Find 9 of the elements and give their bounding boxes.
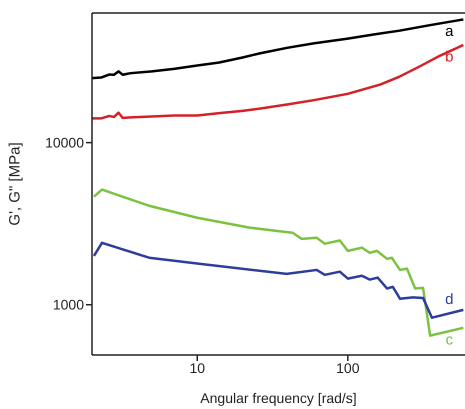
x-axis-title: Angular frequency [rad/s] (200, 390, 357, 406)
y-tick-label: 1000 (52, 296, 84, 313)
x-tick-label: 10 (189, 360, 206, 376)
series-label: c (446, 331, 454, 348)
y-axis-title: G', G" [MPa] (6, 142, 24, 226)
x-tick-label: 100 (336, 360, 360, 376)
series-label: d (445, 290, 454, 308)
y-tick-label: 10000 (45, 134, 84, 151)
series-label: a (445, 23, 454, 40)
